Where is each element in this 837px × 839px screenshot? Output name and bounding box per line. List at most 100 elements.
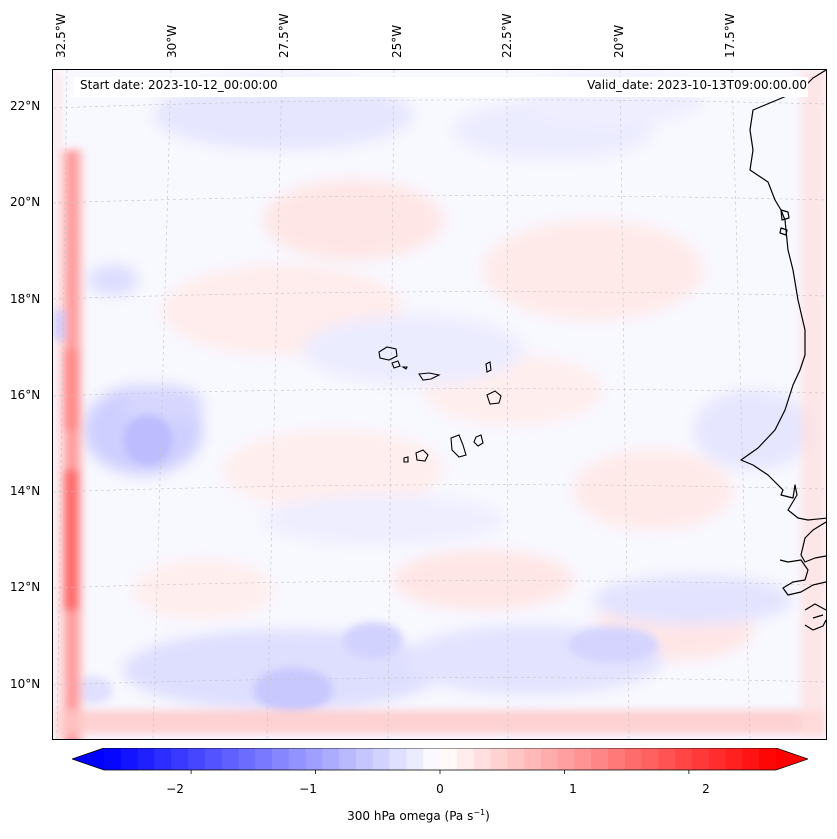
island-boa-vista <box>486 390 502 405</box>
colorbar-segment <box>641 748 659 770</box>
colorbar-segment <box>221 748 239 770</box>
colorbar-label-unit-exponent: −1 <box>473 808 486 817</box>
colorbar-segment <box>624 748 643 770</box>
colorbar-segment <box>120 748 139 770</box>
colorbar-tick-minus-1: −1 <box>299 782 317 796</box>
colorbar-segment <box>675 748 693 770</box>
colorbar-segment <box>104 748 122 770</box>
coastal-islet-south <box>779 227 788 236</box>
lon-label-27-5w: 27.5°W <box>277 13 291 58</box>
valid-date-label: Valid_date: 2023-10-13T09:00:00.00 <box>587 78 807 92</box>
island-sao-nicolau <box>418 372 441 381</box>
start-date-label: Start date: 2023-10-12_00:00:00 <box>80 78 278 92</box>
colorbar-label: 300 hPa omega (Pa s−1) <box>0 808 837 823</box>
lat-label-12n: 12°N <box>10 580 41 594</box>
lon-label-22-5w: 22.5°W <box>500 13 514 58</box>
parallel-20n <box>53 195 826 204</box>
island-santa-luzia <box>401 366 408 370</box>
colorbar-segment <box>356 748 374 770</box>
lat-label-20n: 20°N <box>10 195 41 209</box>
lon-label-25w: 25°W <box>390 24 404 58</box>
colorbar-segment <box>524 748 542 770</box>
colorbar-extend-min <box>72 748 104 770</box>
colorbar-segment <box>171 748 189 770</box>
colorbar-segment <box>608 748 626 770</box>
coastal-islet-north <box>780 209 790 221</box>
colorbar-segment <box>154 748 172 770</box>
colorbar-segment <box>322 748 340 770</box>
parallel-22n <box>53 99 826 109</box>
africa-coastline <box>740 70 826 521</box>
colorbar-segment <box>692 748 710 770</box>
lon-label-30w: 30°W <box>165 24 179 58</box>
lon-label-20w: 20°W <box>612 24 626 58</box>
senegal-coast-b <box>779 559 826 596</box>
colorbar-segment <box>339 748 357 770</box>
colorbar-tick-0: 0 <box>436 782 444 796</box>
lat-label-14n: 14°N <box>10 484 41 498</box>
colorbar-segment <box>658 748 676 770</box>
colorbar-segment <box>759 748 777 770</box>
colorbar-label-close: ) <box>485 809 490 823</box>
island-santiago <box>450 434 467 458</box>
island-maio <box>473 434 484 447</box>
lon-label-32-5w: 32.5°W <box>54 13 68 58</box>
colorbar-segment <box>288 748 307 770</box>
colorbar-segment <box>204 748 223 770</box>
parallel-14n <box>53 484 826 493</box>
cape-verde-islands <box>378 346 502 463</box>
colorbar-segment <box>490 748 508 770</box>
colorbar-segment <box>440 748 458 770</box>
colorbar-segment <box>272 748 290 770</box>
colorbar-tick-marks <box>190 770 690 774</box>
boundary-bands <box>53 70 826 739</box>
colorbar-segment <box>456 748 475 770</box>
island-brava <box>403 456 409 463</box>
colorbar-segment <box>188 748 206 770</box>
senegal-coast-a <box>800 521 826 563</box>
colorbar-extend-max <box>776 748 808 770</box>
lat-label-22n: 22°N <box>10 99 41 113</box>
coastlines <box>740 70 826 631</box>
colorbar-segment <box>557 748 575 770</box>
colorbar-segment <box>406 748 424 770</box>
colorbar-segment <box>255 748 273 770</box>
colorbar <box>72 748 808 774</box>
colorbar-segments <box>72 748 808 771</box>
colorbar-segment <box>305 748 323 770</box>
colorbar-segment <box>540 748 559 770</box>
colorbar-tick-2: 2 <box>702 782 710 796</box>
island-sal <box>485 361 492 373</box>
colorbar-segment <box>137 748 155 770</box>
map-panel <box>52 69 827 740</box>
island-fogo <box>415 449 429 462</box>
island-sao-vicente <box>391 360 401 369</box>
colorbar-segment <box>574 748 592 770</box>
colorbar-segment <box>372 748 391 770</box>
lat-label-18n: 18°N <box>10 292 41 306</box>
colorbar-segment <box>389 748 407 770</box>
colorbar-outline <box>72 748 808 771</box>
lat-label-10n: 10°N <box>10 677 41 691</box>
colorbar-tick-1: 1 <box>569 782 577 796</box>
lon-label-17-5w: 17.5°W <box>723 13 737 58</box>
lat-label-16n: 16°N <box>10 388 41 402</box>
colorbar-tick-minus-2: −2 <box>166 782 184 796</box>
guinea-bissau-islands <box>804 603 826 631</box>
colorbar-segment <box>238 748 256 770</box>
island-santo-antao <box>378 346 398 361</box>
colorbar-segment <box>591 748 609 770</box>
colorbar-segment <box>507 748 525 770</box>
parallel-10n <box>53 677 826 686</box>
parallel-12n <box>53 580 826 589</box>
colorbar-segment <box>423 748 441 770</box>
parallel-16n <box>53 388 826 397</box>
omega-field-map <box>53 70 826 739</box>
map-info-box <box>74 77 808 97</box>
colorbar-segment <box>473 748 491 770</box>
colorbar-label-text: 300 hPa omega (Pa s <box>347 809 474 823</box>
parallel-18n <box>53 291 826 300</box>
colorbar-segment <box>708 748 727 770</box>
colorbar-segment <box>742 748 760 770</box>
gridlines <box>53 70 826 739</box>
